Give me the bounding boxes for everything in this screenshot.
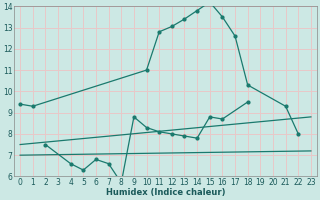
X-axis label: Humidex (Indice chaleur): Humidex (Indice chaleur) [106, 188, 225, 197]
